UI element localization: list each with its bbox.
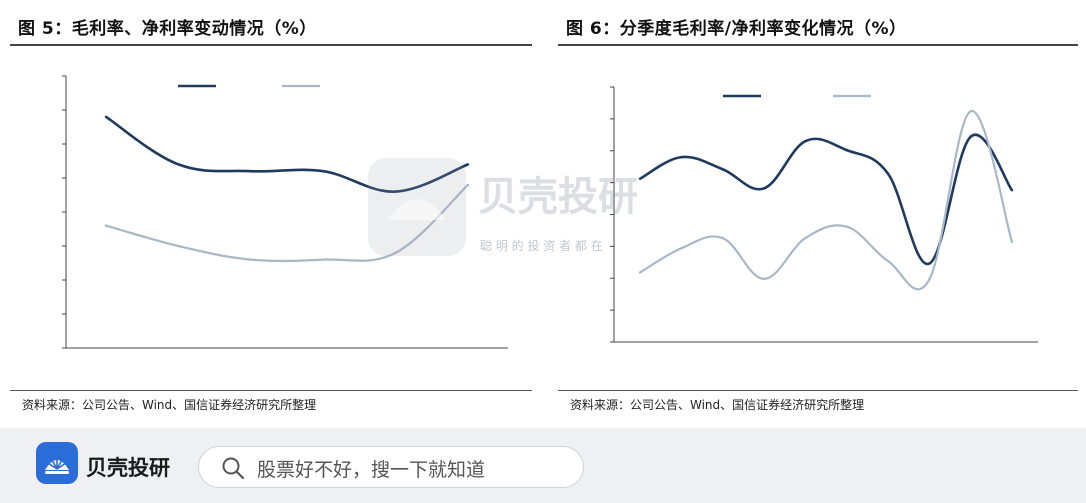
gross-margin-point — [928, 262, 931, 265]
gross-margin-point — [177, 163, 180, 166]
gross-margin-point — [322, 170, 325, 173]
right-source-rule — [558, 390, 1078, 391]
brand-logo-icon[interactable] — [36, 442, 78, 484]
brand-name[interactable]: 贝壳投研 — [86, 456, 170, 480]
gross-margin-point — [762, 187, 766, 190]
net-margin-point — [322, 258, 325, 261]
net-margin-point — [177, 244, 180, 248]
net-margin-point — [1010, 240, 1014, 244]
net-margin-point — [249, 258, 252, 261]
watermark-logo-mark — [388, 199, 446, 220]
gross-margin-line — [105, 115, 469, 193]
gross-margin-point — [466, 163, 470, 166]
gross-margin-point — [721, 168, 724, 171]
gross-margin-point — [969, 135, 972, 138]
net-margin-point — [680, 247, 683, 250]
net-margin-point — [928, 278, 931, 281]
right-title-rule — [558, 44, 1078, 46]
net-margin-point — [845, 225, 848, 228]
search-icon — [222, 457, 245, 480]
net-margin-point — [394, 251, 397, 254]
right-figure-title: 图 6：分季度毛利率/净利率变化情况（%） — [566, 19, 907, 39]
net-margin-point — [804, 236, 807, 240]
net-margin-point — [104, 224, 108, 227]
left-figure-panel: 图 5：毛利率、净利率变动情况（%） 资料来源：公司公告、Wind、国信证券经济… — [0, 0, 540, 420]
net-margin-point — [762, 277, 766, 281]
search-input[interactable]: 股票好不好，搜一下就知道 — [198, 446, 584, 488]
gross-margin-point — [638, 177, 642, 180]
right-source-note: 资料来源：公司公告、Wind、国信证券经济研究所整理 — [570, 398, 865, 412]
net-margin-point — [969, 110, 972, 113]
watermark-brand: 贝壳投研 — [478, 174, 638, 220]
net-margin-point — [638, 271, 642, 274]
right-figure-panel: 图 6：分季度毛利率/净利率变化情况（%） 资料来源：公司公告、Wind、国信证… — [548, 0, 1086, 420]
left-source-note: 资料来源：公司公告、Wind、国信证券经济研究所整理 — [22, 398, 317, 412]
right-line-chart — [610, 86, 1038, 343]
gross-margin-point — [886, 172, 890, 175]
left-title-rule — [10, 44, 532, 46]
left-line-chart — [62, 75, 508, 349]
net-margin-point — [886, 259, 890, 263]
net-margin-line — [105, 183, 469, 263]
gross-margin-point — [394, 190, 397, 193]
watermark: 贝壳投研 聪 明 的 投 资 者 都 在 — [368, 158, 638, 256]
search-placeholder: 股票好不好，搜一下就知道 — [257, 459, 486, 481]
gross-margin-point — [249, 170, 252, 173]
gross-margin-point — [104, 115, 108, 119]
gross-margin-point — [680, 155, 683, 159]
net-margin-point — [466, 183, 470, 186]
gross-margin-point — [804, 139, 807, 143]
gross-margin-point — [845, 148, 848, 152]
left-source-rule — [10, 390, 532, 391]
watermark-tagline: 聪 明 的 投 资 者 都 在 — [480, 238, 603, 253]
gross-margin-point — [1010, 189, 1014, 192]
left-figure-title: 图 5：毛利率、净利率变动情况（%） — [18, 19, 317, 39]
logo-shell-icon — [45, 456, 69, 474]
net-margin-point — [721, 236, 724, 240]
